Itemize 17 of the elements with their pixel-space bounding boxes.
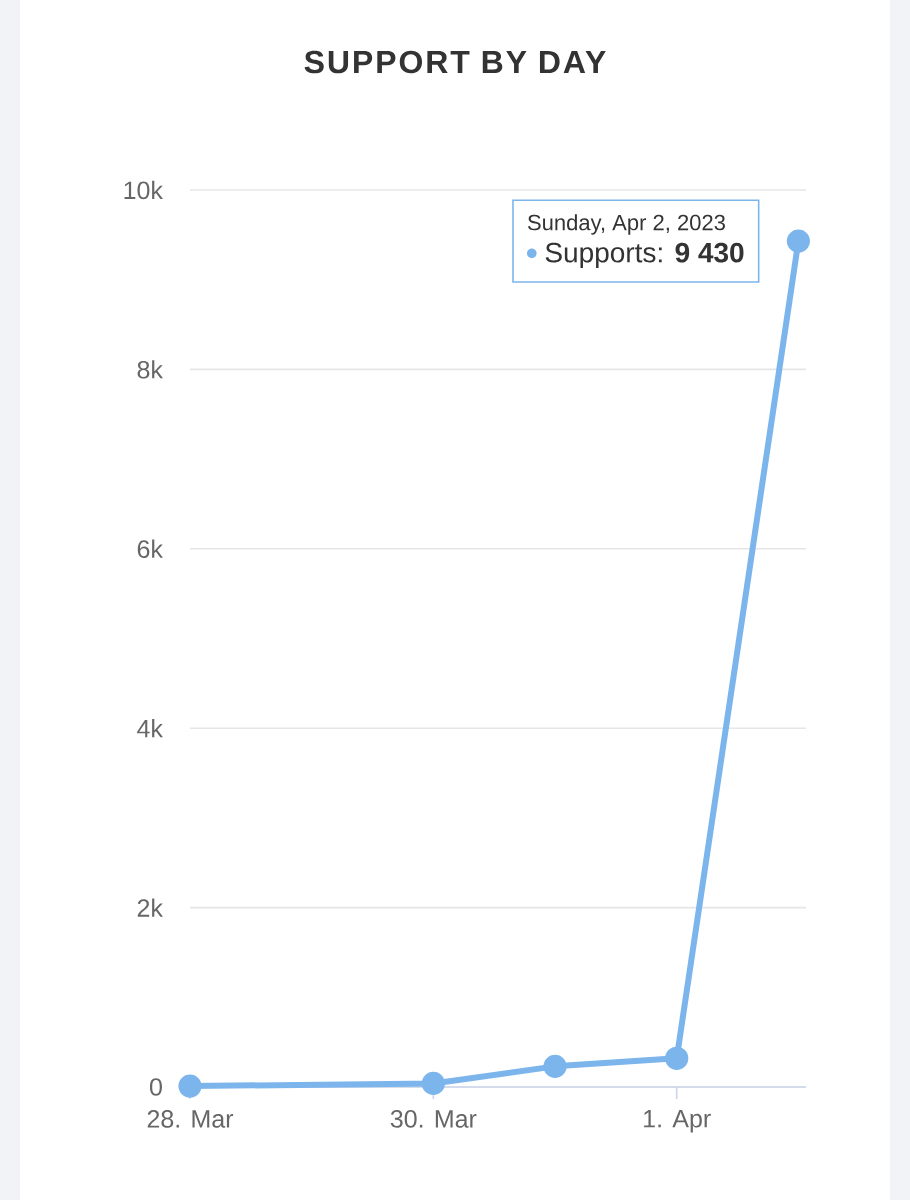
y-tick-label: 4k — [137, 719, 163, 738]
point — [665, 1046, 689, 1070]
chart-title: SUPPORT BY DAY — [304, 50, 606, 74]
y-tick-label: 6k — [137, 539, 163, 558]
y-tick-label: 2k — [137, 898, 163, 917]
x-tick-label: 30. Mar — [390, 1110, 477, 1128]
y-tick-label: 8k — [137, 360, 163, 379]
point — [543, 1054, 567, 1078]
x-tick-label: 28. Mar — [147, 1110, 234, 1128]
point — [421, 1071, 445, 1096]
x-tick-label: 1. Apr — [644, 1110, 711, 1133]
y-tick-label: 10k — [124, 180, 163, 200]
point — [786, 229, 810, 253]
point — [178, 1074, 202, 1098]
y-tick-label: 0 — [150, 1078, 162, 1096]
annotation: Supports: 9 430 — [545, 242, 744, 269]
annotation: Sunday, Apr 2, 2023 — [527, 214, 725, 235]
